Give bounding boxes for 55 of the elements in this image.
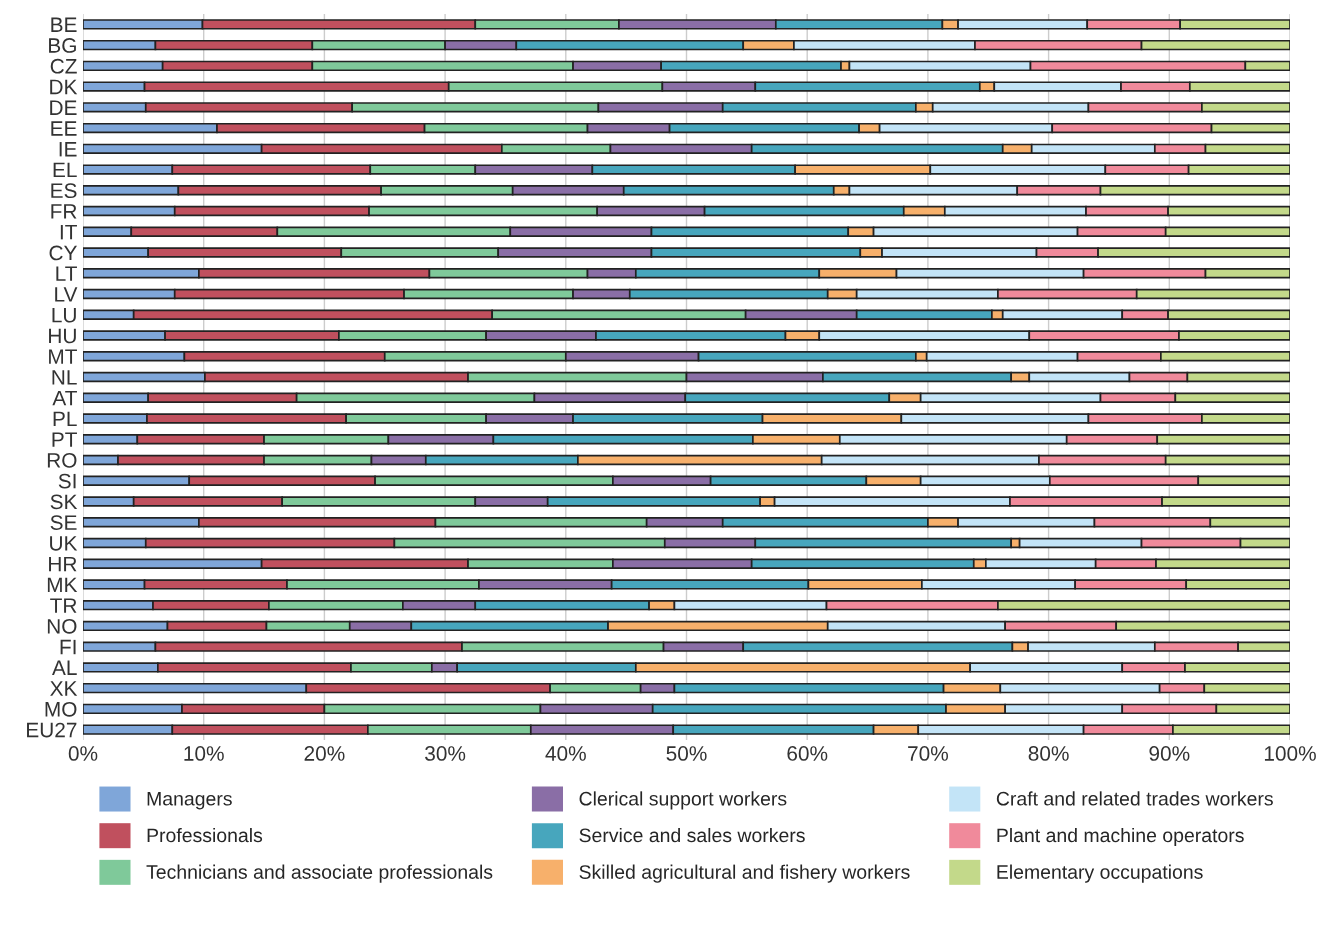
y-tick-label: FR bbox=[51, 204, 77, 219]
legend-label: Plant and machine operators bbox=[997, 827, 1244, 847]
y-tick-label: LT bbox=[56, 266, 77, 281]
y-tick-label: CY bbox=[49, 245, 77, 261]
y-tick-label: BG bbox=[49, 38, 76, 53]
y-tick-label: DE bbox=[50, 100, 77, 115]
y-tick-label: EU27 bbox=[27, 722, 77, 738]
legend-label: Craft and related trades workers bbox=[996, 791, 1273, 806]
y-tick-label: PL bbox=[53, 411, 77, 427]
x-tick-label: 90% bbox=[1149, 746, 1190, 761]
y-tick-label: HU bbox=[49, 328, 76, 344]
x-tick-label: 70% bbox=[908, 746, 949, 761]
legend-label: Skilled agricultural and fishery workers bbox=[579, 864, 910, 883]
y-tick-label: HR bbox=[49, 556, 77, 572]
y-tick-label: AL bbox=[52, 660, 77, 675]
y-tick-label: RO bbox=[47, 452, 77, 468]
y-tick-label: EE bbox=[51, 121, 77, 136]
x-tick-label: 40% bbox=[545, 746, 586, 761]
y-tick-label: FI bbox=[60, 639, 76, 655]
y-tick-label: TR bbox=[50, 598, 77, 613]
x-tick-label: 0% bbox=[68, 746, 98, 761]
legend-label: Managers bbox=[147, 792, 232, 810]
y-tick-label: LV bbox=[55, 287, 78, 302]
legend-label: Technicians and associate professionals bbox=[146, 864, 493, 883]
y-tick-label: NL bbox=[52, 370, 77, 385]
y-tick-label: BE bbox=[51, 17, 77, 32]
legend-label: Elementary occupations bbox=[997, 864, 1203, 883]
y-tick-label: SI bbox=[58, 473, 76, 489]
y-tick-label: LU bbox=[52, 307, 76, 323]
y-tick-label: IT bbox=[60, 225, 77, 240]
x-tick-label: 50% bbox=[666, 746, 707, 761]
legend-label: Service and sales workers bbox=[579, 827, 805, 843]
y-tick-label: EL bbox=[53, 162, 77, 178]
legend-label: Professionals bbox=[147, 827, 263, 843]
x-tick-label: 20% bbox=[304, 746, 345, 761]
y-tick-label: ES bbox=[51, 183, 77, 199]
x-tick-label: 100% bbox=[1264, 746, 1316, 761]
y-tick-label: AT bbox=[52, 390, 77, 406]
y-tick-label: DK bbox=[50, 79, 78, 95]
y-tick-label: MT bbox=[49, 349, 77, 364]
y-tick-label: PT bbox=[52, 432, 77, 447]
x-tick-label: 30% bbox=[425, 746, 466, 761]
y-tick-label: SE bbox=[50, 515, 77, 530]
x-tick-label: 10% bbox=[184, 746, 224, 761]
y-tick-label: UK bbox=[50, 536, 78, 551]
y-tick-label: XK bbox=[50, 681, 78, 696]
y-tick-label: MO bbox=[45, 701, 77, 717]
legend-label: Clerical support workers bbox=[579, 791, 787, 810]
y-tick-label: CZ bbox=[50, 58, 77, 74]
y-tick-label: MK bbox=[47, 577, 78, 592]
y-tick-label: IE bbox=[59, 142, 77, 157]
x-tick-label: 60% bbox=[787, 746, 828, 761]
y-tick-label: NO bbox=[47, 618, 77, 634]
y-tick-label: SK bbox=[50, 494, 78, 510]
x-tick-label: 80% bbox=[1028, 746, 1069, 761]
